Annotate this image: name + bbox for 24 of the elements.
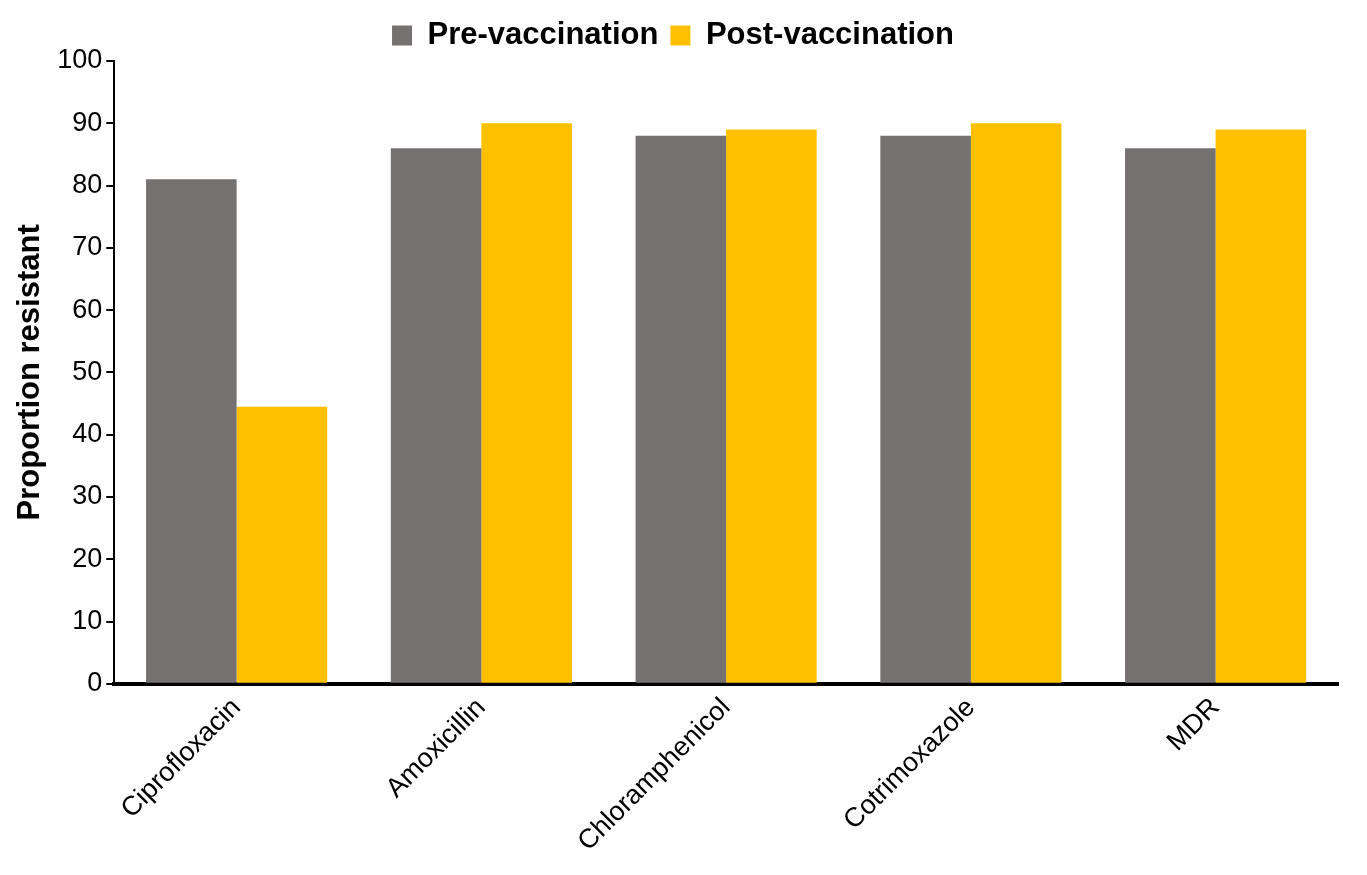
y-tick-label: 10 [72,605,103,635]
y-tick-label: 40 [72,418,103,449]
bar [1215,129,1307,683]
y-tick-label: 0 [87,667,103,698]
y-tick-label: 100 [57,44,103,75]
y-tick-label: 90 [72,106,103,137]
legend-label: Post-vaccination [705,16,954,52]
y-tick-label: 50 [72,355,103,386]
y-tick-label: 60 [72,293,103,324]
bar [635,135,727,683]
y-tick-label: 30 [72,480,103,511]
bar [880,135,971,683]
bar [726,129,817,683]
bar [236,406,328,683]
y-tick-label: 70 [72,231,103,262]
bar [970,123,1062,683]
y-axis-title: Proportion resistant [11,224,47,521]
bar [1125,148,1216,683]
y-tick-label: 20 [72,542,103,573]
bar [146,179,237,683]
bar [481,123,572,683]
y-tick-label: 80 [72,169,103,200]
bar [390,148,482,683]
legend-label: Pre-vaccination [427,16,659,52]
